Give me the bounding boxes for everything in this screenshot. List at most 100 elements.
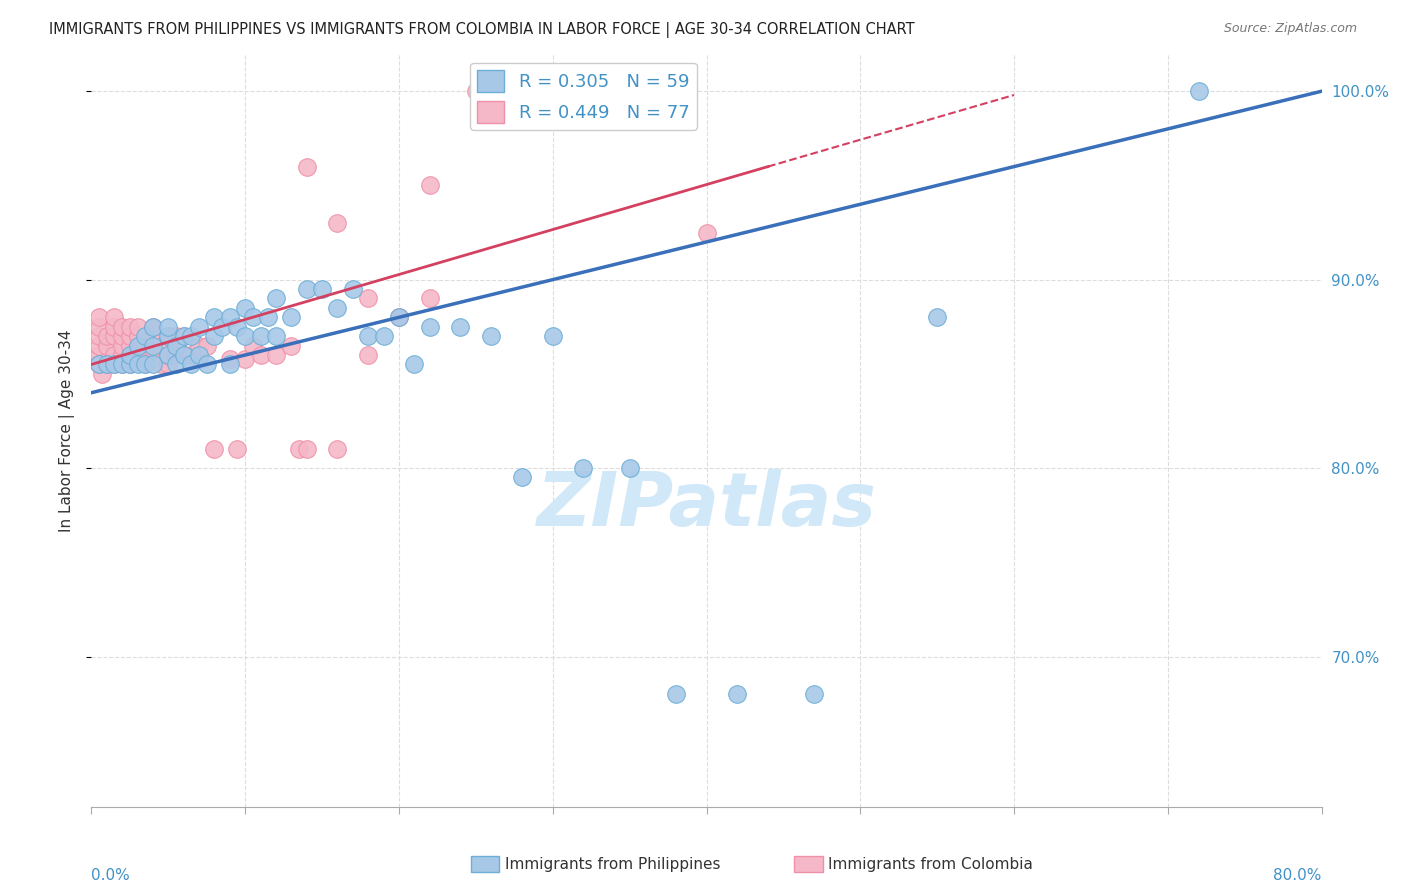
Point xyxy=(134,348,156,362)
Point xyxy=(173,329,195,343)
Point xyxy=(419,319,441,334)
Point xyxy=(264,348,287,362)
Point xyxy=(157,319,180,334)
Legend: R = 0.305   N = 59, R = 0.449   N = 77: R = 0.305 N = 59, R = 0.449 N = 77 xyxy=(470,62,697,130)
Point xyxy=(233,351,256,366)
Point xyxy=(388,310,411,325)
Point xyxy=(87,348,110,362)
Point xyxy=(326,301,349,315)
Point xyxy=(357,292,380,306)
Point xyxy=(295,282,318,296)
Point xyxy=(111,319,134,334)
Point xyxy=(665,84,688,98)
Point xyxy=(249,348,271,362)
Point xyxy=(479,329,502,343)
Point xyxy=(202,329,225,343)
Point xyxy=(96,358,118,372)
Text: ZIPatlas: ZIPatlas xyxy=(537,469,876,542)
Point xyxy=(127,319,149,334)
Point xyxy=(127,329,149,343)
Point xyxy=(464,84,486,98)
Point xyxy=(87,358,110,372)
Point xyxy=(280,338,302,352)
Point xyxy=(195,338,218,352)
Point xyxy=(226,319,249,334)
Point xyxy=(111,348,134,362)
Point xyxy=(218,358,240,372)
Point xyxy=(87,329,110,343)
Point xyxy=(118,358,141,372)
Point xyxy=(419,292,441,306)
Y-axis label: In Labor Force | Age 30-34: In Labor Force | Age 30-34 xyxy=(59,329,75,532)
Text: Immigrants from Colombia: Immigrants from Colombia xyxy=(828,857,1033,871)
Point xyxy=(111,358,134,372)
Point xyxy=(157,329,180,343)
Point xyxy=(96,329,118,343)
Text: IMMIGRANTS FROM PHILIPPINES VS IMMIGRANTS FROM COLOMBIA IN LABOR FORCE | AGE 30-: IMMIGRANTS FROM PHILIPPINES VS IMMIGRANT… xyxy=(49,22,915,38)
Text: Source: ZipAtlas.com: Source: ZipAtlas.com xyxy=(1223,22,1357,36)
Point xyxy=(157,329,180,343)
Point xyxy=(118,319,141,334)
Point xyxy=(1187,84,1209,98)
Point xyxy=(195,358,218,372)
Point xyxy=(103,310,125,325)
Point xyxy=(118,338,141,352)
Point xyxy=(142,319,165,334)
Text: 0.0%: 0.0% xyxy=(91,868,131,882)
Point xyxy=(149,338,172,352)
Point xyxy=(165,358,187,372)
Point xyxy=(357,329,380,343)
Point xyxy=(188,351,211,366)
Point xyxy=(510,470,533,484)
Point xyxy=(149,358,172,372)
Point xyxy=(218,351,240,366)
Point xyxy=(127,358,149,372)
Point xyxy=(388,310,411,325)
Point xyxy=(103,319,125,334)
Point xyxy=(142,358,165,372)
Point xyxy=(103,358,125,372)
Point xyxy=(127,338,149,352)
Point xyxy=(572,84,595,98)
Point xyxy=(510,84,533,98)
Point xyxy=(134,338,156,352)
Point xyxy=(157,358,180,372)
Point xyxy=(619,461,641,475)
Point xyxy=(87,358,110,372)
Point xyxy=(87,310,110,325)
Point xyxy=(264,292,287,306)
Point xyxy=(111,338,134,352)
Point xyxy=(311,282,333,296)
Point xyxy=(665,687,688,701)
Point xyxy=(927,310,949,325)
Point xyxy=(572,461,595,475)
Point xyxy=(226,442,249,457)
Point xyxy=(142,338,165,352)
Point xyxy=(142,319,165,334)
Point xyxy=(257,310,280,325)
Point xyxy=(242,310,264,325)
Point xyxy=(103,329,125,343)
Point xyxy=(134,358,156,372)
Point xyxy=(118,358,141,372)
Point xyxy=(157,338,180,352)
Point xyxy=(173,348,195,362)
Point xyxy=(180,329,202,343)
Point xyxy=(173,329,195,343)
Point xyxy=(157,348,180,362)
Point xyxy=(619,84,641,98)
Point xyxy=(165,329,187,343)
Point xyxy=(91,367,114,381)
Point xyxy=(373,329,395,343)
Point xyxy=(242,338,264,352)
Point xyxy=(134,358,156,372)
Point xyxy=(295,442,318,457)
Point xyxy=(134,329,156,343)
Point xyxy=(96,358,118,372)
Point xyxy=(127,338,149,352)
Point xyxy=(87,358,110,372)
Point xyxy=(103,348,125,362)
Point xyxy=(87,319,110,334)
Point xyxy=(118,348,141,362)
Point xyxy=(103,358,125,372)
